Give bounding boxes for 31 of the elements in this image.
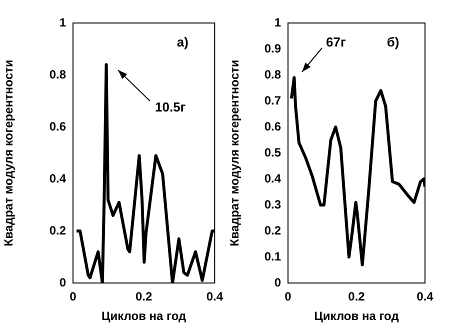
x-tick-label: 0.2 [135,290,152,304]
x-tick-label: 0 [70,290,77,304]
y-tick-label: 0.2 [49,223,66,238]
y-tick-label: 0.1 [264,249,282,264]
y-tick-label: 0.4 [49,171,66,186]
y-tick-label: 0.5 [264,145,282,160]
y-tick-label: 0 [274,275,282,290]
x-tick-label: 0 [284,290,292,304]
y-tick-label: 1 [59,15,66,30]
x-axis-title: Циклов на год [101,309,187,324]
y-tick-label: 0.4 [264,171,282,186]
annotation: а) [176,34,188,50]
x-tick-label: 0.4 [416,290,434,304]
x-axis-title: Циклов на год [314,309,400,324]
x-tick-label: 0.2 [348,290,366,304]
y-axis-title: Квадрат модуля когерентности [228,60,242,246]
y-tick-label: 0.8 [49,67,66,82]
y-tick-label: 0.6 [49,119,66,134]
annotation: 10.5г [155,100,186,115]
y-tick-label: 1 [274,15,282,30]
y-tick-label: 0 [59,275,66,290]
y-axis-title: Квадрат модуля когерентности [2,60,16,246]
y-tick-label: 0.6 [264,119,282,134]
annotation: б) [386,34,400,50]
annotation: 67г [326,34,346,50]
y-tick-label: 0.2 [264,223,282,238]
y-tick-label: 0.7 [264,93,282,108]
y-tick-label: 0.8 [264,67,282,82]
y-tick-label: 0.9 [264,41,282,56]
x-tick-label: 0.4 [206,290,224,304]
y-tick-label: 0.3 [264,197,282,212]
